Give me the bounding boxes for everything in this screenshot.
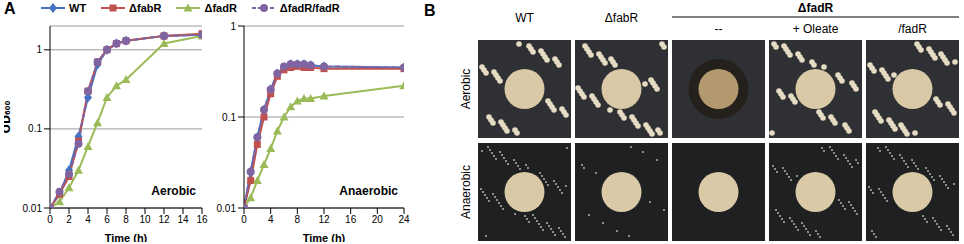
html-text:WT: WT — [69, 2, 87, 14]
svg-text:2: 2 — [66, 214, 72, 225]
svg-text:ΔfadR: ΔfadR — [798, 1, 834, 15]
html-text:Aerobic: Aerobic — [151, 184, 196, 198]
svg-text:4: 4 — [85, 214, 91, 225]
svg-text:Aerobic: Aerobic — [459, 69, 473, 110]
html-text:ΔfadR/fadR: ΔfadR/fadR — [279, 2, 340, 14]
svg-text:0.1: 0.1 — [28, 123, 42, 134]
svg-text:WT: WT — [515, 11, 534, 25]
svg-text:B: B — [424, 2, 436, 19]
svg-text:24: 24 — [398, 214, 410, 225]
svg-text:1: 1 — [230, 21, 236, 32]
svg-text:Anaerobic: Anaerobic — [459, 165, 473, 219]
svg-text:4: 4 — [268, 214, 274, 225]
svg-text:Time (h): Time (h) — [303, 232, 346, 242]
svg-text:0: 0 — [47, 214, 53, 225]
svg-text:ΔfabR: ΔfabR — [605, 11, 639, 25]
svg-text:/fadR: /fadR — [898, 22, 927, 36]
svg-text:16: 16 — [196, 214, 208, 225]
svg-text:0.01: 0.01 — [217, 203, 237, 214]
svg-text:14: 14 — [177, 214, 189, 225]
svg-text:8: 8 — [123, 214, 129, 225]
svg-text:--: -- — [715, 22, 723, 36]
html-text:A: A — [4, 0, 16, 17]
svg-text:0.1: 0.1 — [222, 112, 236, 123]
html-text:ΔfadR: ΔfadR — [204, 2, 237, 14]
svg-text:20: 20 — [372, 214, 384, 225]
svg-text:10: 10 — [139, 214, 151, 225]
html-text:ΔfabR: ΔfabR — [129, 2, 162, 14]
html-text:Anaerobic: Anaerobic — [339, 184, 398, 198]
svg-text:8: 8 — [295, 214, 301, 225]
svg-text:12: 12 — [158, 214, 170, 225]
svg-text:+ Oleate: + Oleate — [793, 22, 839, 36]
svg-text:OD₆₀₀: OD₆₀₀ — [4, 100, 13, 133]
svg-text:0.01: 0.01 — [23, 203, 43, 214]
svg-text:0: 0 — [241, 214, 247, 225]
svg-text:12: 12 — [318, 214, 330, 225]
svg-text:6: 6 — [104, 214, 110, 225]
svg-text:1: 1 — [36, 44, 42, 55]
svg-text:16: 16 — [345, 214, 357, 225]
svg-text:Time (h): Time (h) — [105, 232, 148, 242]
